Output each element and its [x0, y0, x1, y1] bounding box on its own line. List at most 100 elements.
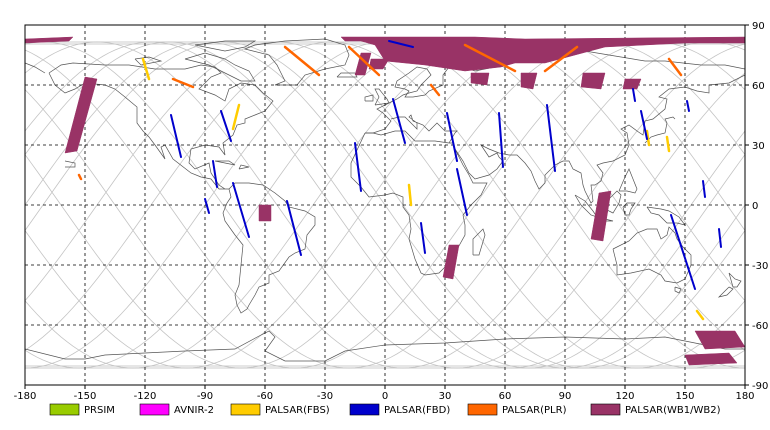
wb-coverage-area — [694, 330, 745, 350]
fbd-strip — [718, 228, 722, 248]
x-tick-label: 180 — [735, 391, 754, 402]
wb-coverage-area — [258, 204, 272, 222]
x-tick-label: 90 — [559, 391, 572, 402]
coastline — [336, 72, 358, 78]
y-axis-ticks: 90 60 30 0 -30 -60 -90 — [745, 21, 768, 392]
coastline — [618, 168, 638, 194]
wb-coverage-area — [470, 72, 490, 86]
coastline — [214, 160, 236, 166]
fbd-strip — [446, 112, 458, 162]
fbd-strip — [702, 180, 706, 198]
fbd-strip — [498, 112, 504, 168]
plr-coverage — [77, 43, 683, 181]
fbd-strip — [388, 40, 414, 48]
plr-strip — [171, 77, 195, 89]
wb-coverage-area — [622, 78, 642, 90]
plr-strip — [77, 173, 83, 181]
coastline — [454, 74, 745, 204]
x-tick-label: 60 — [499, 391, 512, 402]
wb-coverage-area — [442, 244, 460, 280]
fbd-strip — [670, 214, 696, 290]
legend-label: PRSIM — [84, 405, 115, 416]
plr-strip — [429, 83, 441, 97]
legend-swatch — [590, 403, 621, 416]
fbd-strip — [632, 88, 636, 102]
x-tick-label: -180 — [14, 391, 37, 402]
coastline — [48, 62, 274, 190]
coastline — [222, 182, 316, 314]
coastline — [238, 164, 250, 170]
legend-swatch — [230, 403, 261, 416]
coastline — [25, 330, 745, 362]
legend-swatch — [49, 403, 80, 416]
fbd-coverage — [170, 40, 722, 290]
x-tick-label: 0 — [382, 391, 388, 402]
fbs-strip — [231, 103, 241, 131]
x-tick-label: 30 — [439, 391, 452, 402]
y-tick-label: -90 — [752, 381, 768, 392]
legend-label: PALSAR(FBD) — [384, 405, 450, 416]
wb-coverage-area — [25, 36, 74, 44]
fbs-strip — [695, 309, 705, 321]
x-axis-ticks: -180 -150 -120 -90 -60 -30 0 30 60 90 120 150 180 — [14, 385, 755, 402]
coastline — [472, 228, 486, 256]
x-tick-label: 120 — [615, 391, 634, 402]
x-tick-label: -120 — [134, 391, 157, 402]
legend-swatch — [467, 403, 498, 416]
x-tick-label: 150 — [675, 391, 694, 402]
coastline — [622, 202, 636, 216]
coastline — [717, 286, 734, 298]
x-tick-label: -150 — [74, 391, 97, 402]
fbd-strip — [392, 98, 406, 144]
fbd-strip — [546, 104, 556, 172]
legend-label: PALSAR(FBS) — [265, 405, 330, 416]
coastline — [364, 94, 374, 102]
fbd-strip — [286, 200, 302, 256]
plr-strip — [543, 45, 579, 73]
y-tick-label: 30 — [752, 141, 765, 152]
y-tick-label: -60 — [752, 321, 768, 332]
wb-coverage-area — [520, 72, 538, 90]
fbd-strip — [170, 114, 182, 158]
fbd-strip — [686, 100, 690, 112]
wb-coverage-area — [580, 72, 606, 90]
wb-coverage-area — [684, 352, 738, 366]
coastline — [646, 206, 686, 226]
y-tick-label: 90 — [752, 21, 765, 32]
legend-swatch — [139, 403, 170, 416]
fbs-strip — [665, 135, 671, 153]
wb-coverage-area — [64, 76, 98, 154]
coastline — [390, 114, 458, 144]
fbd-strip — [420, 222, 426, 254]
x-tick-label: -30 — [317, 391, 333, 402]
coastline — [350, 130, 488, 276]
wb-coverage — [25, 36, 745, 366]
fbd-strip — [640, 110, 648, 140]
fbd-strip — [232, 182, 250, 238]
legend-label: AVNIR-2 — [174, 405, 214, 416]
fbd-strip — [456, 168, 468, 216]
coastline — [194, 40, 257, 52]
y-tick-label: -30 — [752, 261, 768, 272]
x-tick-label: -90 — [197, 391, 213, 402]
plr-strip — [667, 57, 683, 77]
coastline — [674, 286, 682, 294]
legend-label: PALSAR(WB1/WB2) — [625, 405, 721, 416]
coastline — [612, 226, 692, 284]
fbs-strip — [141, 57, 151, 81]
legend: PRSIM AVNIR-2 PALSAR(FBS) PALSAR(FBD) PALSAR… — [49, 403, 721, 416]
plr-strip — [347, 45, 381, 77]
legend-swatch — [349, 403, 380, 416]
fbs-strip — [407, 183, 413, 207]
y-tick-label: 60 — [752, 81, 765, 92]
fbd-strip — [212, 160, 218, 188]
coastline — [728, 272, 742, 288]
coastline — [64, 160, 76, 168]
wb-coverage-area — [590, 190, 612, 242]
plr-strip — [463, 43, 517, 73]
coastline — [25, 62, 46, 74]
coastlines — [25, 38, 745, 362]
coastline — [644, 116, 676, 144]
